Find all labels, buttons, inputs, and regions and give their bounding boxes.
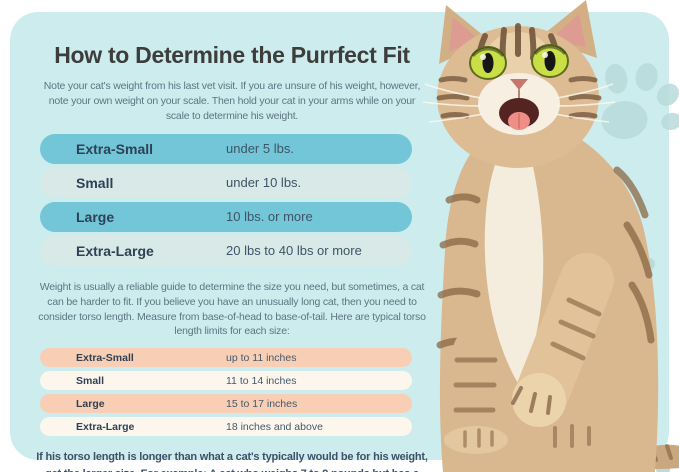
size-value: under 5 lbs. [226,141,294,157]
size-label: Extra-Large [76,242,154,259]
torso-length-table: Extra-Small up to 11 inches Small 11 to … [40,348,424,437]
table-row: Extra-Small up to 11 inches [40,348,412,368]
size-label: Small [76,174,114,191]
table-row: Extra-Large 18 inches and above [40,417,412,437]
size-value: 10 lbs. or more [226,209,313,225]
size-value: 20 lbs to 40 lbs or more [226,243,362,259]
content-column: How to Determine the Purrfect Fit Note y… [30,26,434,472]
size-value: 15 to 17 inches [226,397,298,410]
cat-eye [469,46,507,80]
table-row: Small 11 to 14 inches [40,371,412,391]
cat-photo [422,0,679,472]
size-label: Extra-Small [76,351,134,364]
table-row: Large 15 to 17 inches [40,394,412,414]
size-label: Small [76,374,105,387]
table-row: Extra-Small under 5 lbs. [40,133,412,164]
intro-text: Note your cat's weight from his last vet… [43,80,421,122]
size-label: Extra-Large [76,420,135,433]
cat-body [436,118,679,472]
paw-print-icon [601,63,679,140]
size-value: 18 inches and above [226,420,323,433]
cat-head [422,0,616,168]
size-value: up to 11 inches [226,351,297,364]
size-label: Large [76,208,115,225]
page-title: How to Determine the Purrfect Fit [54,42,410,68]
sizing-advice-text: If his torso length is longer than what … [36,451,428,472]
weight-size-table: Extra-Small under 5 lbs. Small under 10 … [40,133,424,266]
torso-intro-text: Weight is usually a reliable guide to de… [38,280,426,338]
size-label: Large [76,397,105,410]
table-row: Large 10 lbs. or more [40,201,412,232]
cat-eye [531,44,569,78]
size-label: Extra-Small [76,140,154,157]
size-value: 11 to 14 inches [226,374,297,387]
table-row: Extra-Large 20 lbs to 40 lbs or more [40,235,412,266]
table-row: Small under 10 lbs. [40,167,412,198]
size-value: under 10 lbs. [226,175,302,191]
